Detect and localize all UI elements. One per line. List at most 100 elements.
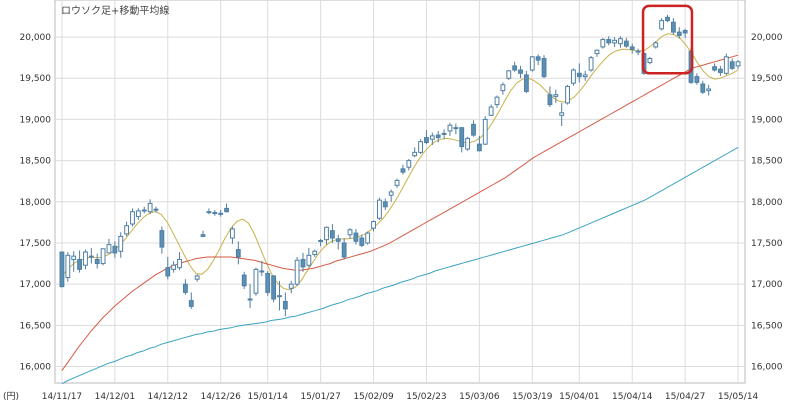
candle-body	[506, 70, 512, 79]
candle-body	[194, 275, 200, 280]
candle	[482, 116, 488, 145]
candle	[400, 164, 406, 175]
y-tick-label-left: 19,500	[20, 74, 52, 84]
candle-body	[65, 254, 71, 279]
candle	[159, 226, 165, 254]
unit-label: (円)	[3, 391, 19, 402]
candle	[100, 248, 106, 266]
highlight-box	[641, 4, 694, 75]
candle	[365, 231, 371, 245]
candle-body	[253, 268, 259, 294]
candle-body	[682, 29, 688, 34]
x-tick-label: 15/04/14	[612, 392, 653, 402]
candle	[329, 224, 335, 243]
candle	[212, 210, 218, 216]
x-tick-label: 15/05/14	[718, 392, 759, 402]
candle	[288, 280, 294, 294]
candle	[453, 123, 459, 135]
candle-body	[647, 57, 653, 64]
candle-body	[100, 248, 106, 265]
candle-body	[329, 230, 335, 239]
x-tick-label: 14/12/12	[148, 392, 188, 402]
candle-body	[559, 112, 565, 116]
candle-body	[182, 283, 188, 293]
candle-body	[77, 258, 82, 270]
candle	[612, 37, 618, 47]
candle-body	[535, 56, 541, 61]
candle-body	[312, 250, 318, 256]
candle	[94, 253, 100, 269]
candle-body	[271, 275, 277, 300]
candle	[512, 61, 518, 72]
candle-body	[635, 50, 641, 53]
candle	[676, 27, 682, 39]
candle-body	[735, 61, 741, 67]
candle	[235, 241, 241, 265]
candle-body	[723, 56, 729, 74]
candle	[659, 18, 665, 31]
candle	[700, 80, 706, 94]
y-tick-label-right: 20,000	[751, 33, 783, 43]
candle-body	[571, 69, 576, 84]
candle-body	[59, 251, 65, 288]
candle	[576, 63, 582, 83]
y-tick-label-left: 20,000	[20, 33, 52, 43]
y-tick-label-left: 17,500	[20, 239, 52, 249]
candle-body	[482, 118, 488, 145]
y-tick-label-left: 19,000	[20, 115, 52, 125]
y-tick-label-right: 17,000	[751, 280, 783, 290]
candle	[582, 70, 588, 81]
candle	[324, 226, 329, 245]
y-tick-label-left: 18,500	[20, 157, 52, 167]
candle	[406, 158, 412, 171]
candle-body	[259, 270, 265, 273]
candle-body	[547, 94, 553, 106]
candle	[618, 36, 623, 48]
candle	[153, 206, 159, 213]
candle	[253, 267, 259, 296]
candle-body	[606, 39, 612, 44]
x-tick-label: 15/03/06	[459, 392, 500, 402]
candle	[200, 230, 206, 238]
candle	[718, 65, 723, 76]
candle-body	[118, 235, 124, 252]
candle	[83, 249, 88, 270]
candle	[230, 226, 235, 244]
candle-body	[282, 300, 288, 310]
candle	[282, 292, 288, 317]
candle-body	[153, 208, 159, 211]
candle-body	[529, 56, 535, 71]
candle	[653, 41, 659, 49]
candle-body	[318, 240, 324, 243]
candle-body	[324, 226, 329, 241]
candle	[588, 56, 594, 72]
candle-body	[277, 295, 282, 298]
candle	[194, 274, 200, 282]
candle	[118, 232, 124, 258]
candle	[712, 63, 717, 72]
candle-body	[494, 96, 500, 106]
candle-body	[141, 209, 147, 212]
candle	[112, 241, 118, 258]
y-tick-label-right: 16,000	[751, 363, 783, 373]
candle	[465, 136, 471, 151]
candle	[729, 58, 735, 71]
candle	[259, 261, 265, 276]
candle	[665, 14, 670, 23]
x-tick-label: 15/04/27	[665, 392, 705, 402]
moving-average-layer	[61, 33, 739, 385]
y-tick-label-left: 16,000	[20, 363, 52, 373]
candle-body	[476, 143, 482, 152]
candle	[141, 206, 147, 214]
candle-body	[247, 298, 253, 301]
candle-body	[200, 234, 206, 237]
candle	[553, 89, 559, 103]
candle-body	[453, 127, 459, 130]
candle	[518, 65, 523, 79]
candle	[441, 129, 447, 140]
candle-body	[659, 20, 665, 30]
candle-body	[500, 84, 506, 92]
plot-border	[54, 0, 746, 384]
candle	[600, 37, 606, 49]
